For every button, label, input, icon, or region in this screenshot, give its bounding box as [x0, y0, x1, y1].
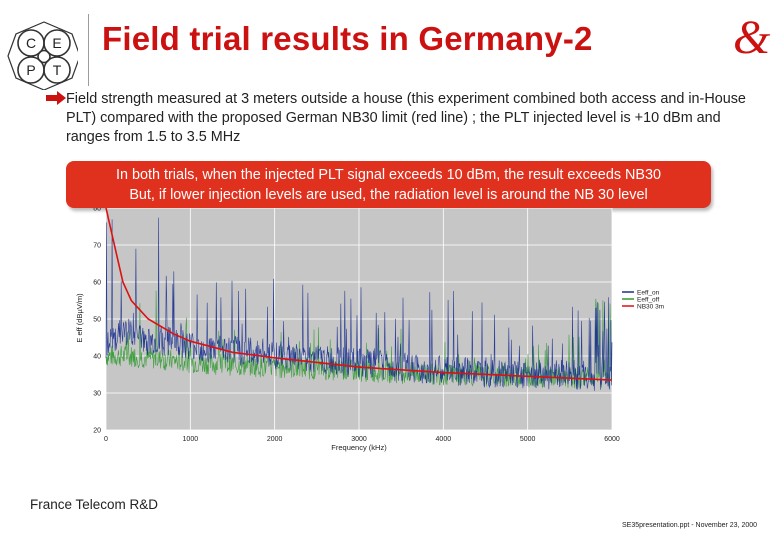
bullet-text: Field strength measured at 3 meters outs…	[66, 91, 746, 145]
x-tick-labels: 0 1000 2000 3000 4000 5000 6000	[104, 436, 620, 443]
bullet-arrow-icon	[46, 91, 66, 105]
x-tick-label: 6000	[604, 436, 620, 443]
y-tick-label: 50	[93, 317, 101, 324]
nb30-limit-line	[105, 208, 613, 381]
y-tick-labels: 20 30 40 50 60 70 80	[93, 208, 101, 435]
field-strength-chart: 20 30 40 50 60 70 80 0 1000 2000 3000 4000 5000 6000…	[75, 208, 664, 452]
x-tick-label: 5000	[520, 436, 536, 443]
y-tick-label: 70	[93, 243, 101, 250]
x-tick-label: 3000	[351, 436, 367, 443]
france-telecom-ampersand-logo: &	[733, 11, 771, 64]
measurement-traces	[105, 217, 613, 391]
callout-line-2: But, if lower injection levels are used,…	[129, 187, 648, 203]
legend-label: NB30 3m	[637, 303, 664, 310]
legend-label: Eeff_off	[637, 296, 659, 303]
slide-title: Field trial results in Germany-2	[102, 20, 593, 57]
x-axis-label: Frequency (kHz)	[331, 443, 387, 452]
footer-file-date: SE35presentation.ppt - November 23, 2000	[622, 522, 758, 529]
y-tick-label: 60	[93, 280, 101, 287]
x-tick-label: 2000	[267, 436, 283, 443]
logo-letter-e: E	[52, 35, 61, 51]
y-tick-label: 80	[93, 208, 101, 213]
header-divider	[88, 14, 89, 86]
callout-line-1: In both trials, when the injected PLT si…	[115, 167, 662, 183]
y-tick-label: 40	[93, 354, 101, 361]
y-tick-label: 20	[93, 428, 101, 435]
cept-logo: C E P T	[7, 21, 78, 90]
eeff-on-trace	[105, 217, 613, 391]
logo-letter-c: C	[26, 35, 36, 51]
footer-company: France Telecom R&D	[30, 497, 159, 512]
x-tick-label: 0	[104, 436, 108, 443]
y-tick-label: 30	[93, 391, 101, 398]
x-tick-label: 4000	[436, 436, 452, 443]
legend-label: Eeff_on	[637, 289, 660, 296]
callout-box: In both trials, when the injected PLT si…	[66, 161, 711, 208]
y-axis-label: E eff (dBµV/m)	[75, 293, 84, 343]
logo-letter-p: P	[26, 62, 35, 78]
x-tick-label: 1000	[183, 436, 199, 443]
logo-letter-t: T	[53, 62, 62, 78]
series-lines	[105, 208, 613, 381]
